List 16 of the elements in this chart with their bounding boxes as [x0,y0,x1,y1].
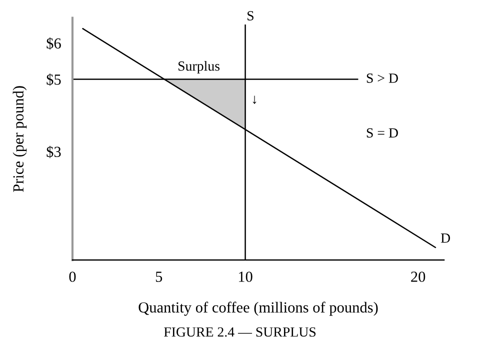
y-tick-label: $6 [46,37,61,50]
series-label: D [440,234,450,243]
annotation: S = D [366,128,398,138]
y-tick-label: $5 [46,74,61,86]
y-tick-label: $3 [46,146,61,158]
caption: FIGURE 2.4 — SURPLUS [164,327,316,337]
annotation: ↓ [252,96,256,104]
x-tick-label: 5 [156,272,162,282]
x-tick-label: 10 [238,272,252,282]
annotation: S > D [366,74,398,83]
x-tick-label: 20 [411,272,426,282]
x-axis-title: Quantity of coffee (millions of pounds) [138,302,378,316]
y-axis-title: Price (per pound) [12,86,27,192]
annotation: Surplus [178,60,220,74]
series-label: S [248,11,254,20]
x-tick-label: 0 [69,272,76,282]
